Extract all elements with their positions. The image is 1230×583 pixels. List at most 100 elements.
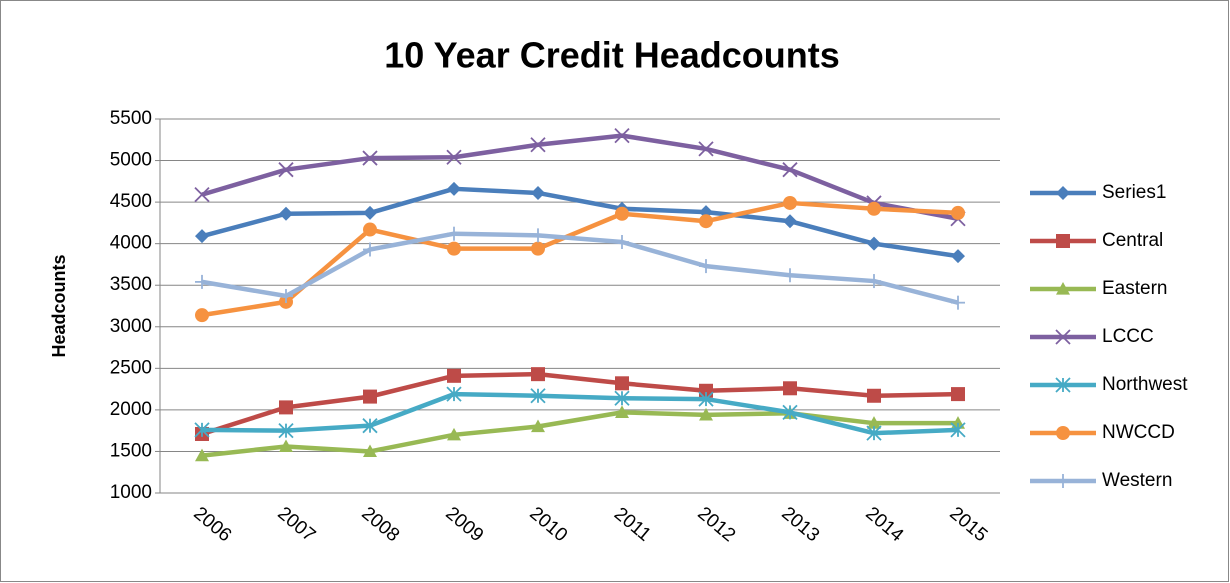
marker — [447, 181, 461, 196]
series-line — [201, 200, 959, 318]
y-tick-label: 1500 — [110, 440, 152, 461]
marker-shape — [446, 149, 462, 165]
marker-shape — [1055, 329, 1071, 345]
marker — [278, 162, 294, 178]
marker-shape — [279, 439, 293, 453]
marker-shape — [615, 376, 629, 391]
marker — [531, 419, 545, 433]
marker — [698, 141, 714, 157]
y-tick-label: 5000 — [110, 150, 152, 171]
marker — [363, 242, 377, 257]
marker — [447, 226, 461, 241]
marker — [698, 391, 714, 407]
marker-shape — [615, 206, 629, 221]
legend-label: Western — [1102, 470, 1172, 491]
marker — [782, 162, 798, 178]
marker — [279, 289, 293, 304]
marker — [194, 422, 210, 438]
y-tick-label: 2500 — [110, 357, 152, 378]
marker — [1055, 329, 1071, 345]
marker-shape — [867, 388, 881, 403]
marker — [447, 368, 461, 383]
marker-shape — [951, 249, 965, 264]
marker — [363, 222, 377, 237]
marker — [867, 201, 881, 216]
marker-shape — [447, 181, 461, 196]
marker — [278, 423, 294, 439]
marker-shape — [363, 205, 377, 220]
marker-shape — [782, 162, 798, 178]
marker — [614, 127, 630, 144]
marker-shape — [699, 407, 713, 421]
marker — [530, 137, 546, 153]
marker-shape — [867, 416, 881, 429]
marker — [1056, 474, 1070, 488]
y-tick-label: 5500 — [110, 108, 152, 129]
marker — [699, 259, 713, 274]
marker — [699, 407, 713, 421]
marker-shape — [783, 195, 797, 210]
marker — [615, 405, 629, 418]
marker — [783, 214, 797, 229]
marker-shape — [363, 444, 377, 458]
marker — [699, 383, 713, 398]
marker-shape — [278, 162, 294, 178]
marker-shape — [951, 387, 965, 402]
marker-shape — [531, 185, 545, 200]
marker — [699, 214, 713, 229]
marker-shape — [530, 137, 546, 153]
marker — [279, 206, 293, 221]
marker-shape — [951, 205, 965, 220]
marker — [951, 205, 965, 220]
marker — [1056, 186, 1070, 200]
marker — [867, 236, 881, 251]
marker-shape — [363, 389, 377, 404]
marker — [447, 427, 461, 441]
marker — [951, 387, 965, 402]
legend-label: Central — [1102, 230, 1163, 251]
marker-shape — [362, 150, 378, 166]
marker — [195, 229, 209, 244]
y-axis-label: Headcounts — [49, 254, 69, 357]
marker-shape — [699, 383, 713, 398]
y-tick-label: 4000 — [110, 233, 152, 254]
marker — [531, 185, 545, 200]
marker-shape — [867, 201, 881, 216]
marker-shape — [1056, 234, 1070, 248]
marker — [1056, 426, 1070, 440]
marker-shape — [279, 400, 293, 415]
marker — [195, 274, 209, 289]
marker-shape — [1056, 186, 1070, 200]
marker-shape — [447, 427, 461, 441]
series-line — [201, 410, 958, 458]
marker — [615, 235, 629, 250]
legend-label: Northwest — [1102, 374, 1188, 395]
marker-shape — [531, 419, 545, 433]
marker — [195, 448, 209, 462]
series-line — [201, 391, 959, 436]
series-line — [201, 231, 959, 305]
marker — [446, 386, 462, 402]
marker-shape — [615, 405, 629, 418]
y-tick-label: 3500 — [110, 274, 152, 295]
series-line — [201, 133, 959, 221]
marker — [615, 206, 629, 221]
legend-label: Series1 — [1102, 182, 1166, 203]
marker — [446, 149, 462, 165]
marker — [363, 389, 377, 404]
marker — [362, 418, 378, 434]
y-tick-label: 2000 — [110, 399, 152, 420]
marker — [866, 425, 882, 441]
marker-shape — [783, 214, 797, 229]
marker-shape — [531, 241, 545, 256]
marker — [194, 186, 210, 203]
marker — [950, 422, 966, 438]
marker — [279, 400, 293, 415]
marker — [530, 388, 546, 404]
marker — [1056, 282, 1070, 295]
marker-shape — [783, 381, 797, 396]
marker-shape — [195, 229, 209, 244]
marker — [867, 416, 881, 429]
